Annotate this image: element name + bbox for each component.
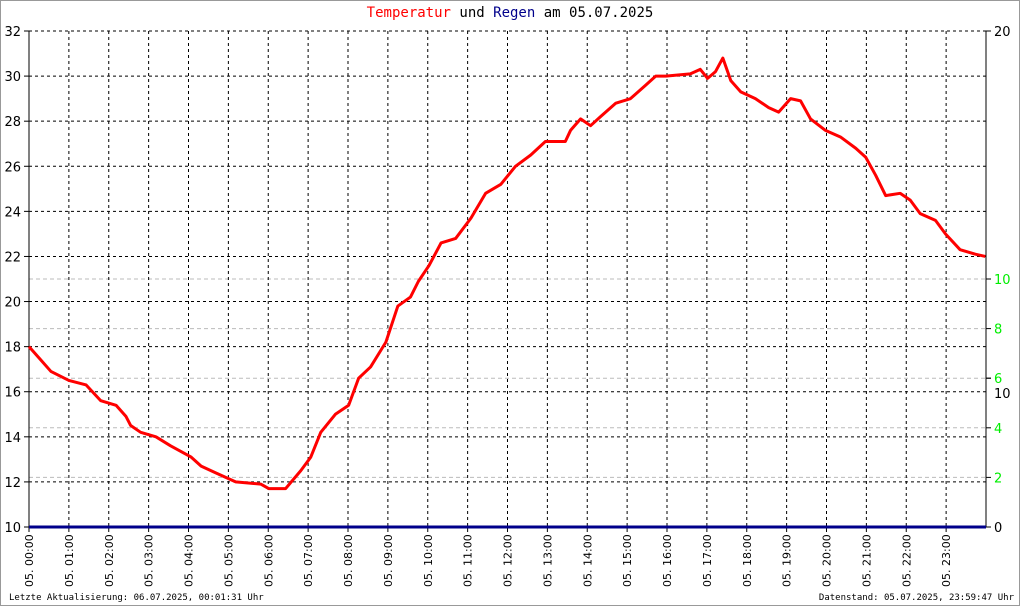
x-tick-label: 05. 11:00 (462, 534, 475, 587)
title-temperature: Temperatur (366, 5, 451, 21)
left-tick-label: 26 (4, 160, 21, 175)
x-tick-label: 05. 12:00 (502, 534, 515, 587)
left-tick-label: 20 (4, 296, 21, 311)
left-tick-label: 10 (4, 521, 21, 536)
temperature-line (27, 56, 986, 491)
x-tick-label: 05. 00:00 (23, 534, 36, 587)
x-tick-label: 05. 13:00 (541, 534, 554, 587)
left-tick-label: 30 (4, 70, 21, 85)
left-tick-label: 12 (4, 476, 21, 491)
title-date: am 05.07.2025 (543, 5, 654, 21)
right-tick-label: 20 (994, 25, 1011, 40)
left-tick-label: 18 (4, 341, 21, 356)
x-tick-label: 05. 15:00 (621, 534, 634, 587)
x-tick-label: 05. 08:00 (342, 534, 355, 587)
left-tick-label: 32 (4, 25, 21, 40)
x-tick-label: 05. 09:00 (382, 534, 395, 587)
x-tick-label: 05. 17:00 (701, 534, 714, 587)
data-status: Datenstand: 05.07.2025, 23:59:47 Uhr (818, 593, 1014, 603)
x-tick-label: 05. 02:00 (103, 534, 116, 587)
x-tick-label: 05. 05:00 (222, 534, 235, 587)
x-tick-label: 05. 14:00 (581, 534, 594, 587)
right-tick-label-rain: 6 (994, 372, 1002, 387)
x-tick-label: 05. 01:00 (63, 534, 76, 587)
right-tick-label-rain: 4 (994, 422, 1002, 437)
right-tick-label-rain: 8 (994, 323, 1002, 338)
x-tick-label: 05. 03:00 (143, 534, 156, 587)
x-tick-label: 05. 06:00 (262, 534, 275, 587)
x-tick-label: 05. 23:00 (940, 534, 953, 587)
x-tick-label: 05. 18:00 (741, 534, 754, 587)
last-update: Letzte Aktualisierung: 06.07.2025, 00:01… (9, 593, 264, 603)
x-tick-label: 05. 22:00 (900, 534, 913, 587)
right-tick-label-rain: 10 (994, 273, 1011, 288)
left-tick-label: 16 (4, 386, 21, 401)
x-tick-label: 05. 04:00 (183, 534, 196, 587)
x-tick-label: 05. 10:00 (422, 534, 435, 587)
left-tick-label: 24 (4, 205, 21, 220)
right-tick-label: 10 (994, 387, 1011, 402)
x-tick-label: 05. 07:00 (302, 534, 315, 587)
title-and: und (459, 5, 485, 21)
left-tick-label: 22 (4, 250, 21, 265)
left-tick-label: 28 (4, 115, 21, 130)
x-tick-label: 05. 21:00 (860, 534, 873, 587)
title-rain: Regen (493, 5, 536, 21)
left-tick-label: 14 (4, 431, 21, 446)
right-tick-label: 0 (994, 521, 1002, 536)
x-tick-label: 05. 19:00 (781, 534, 794, 587)
right-tick-label-rain: 2 (994, 471, 1002, 486)
x-tick-label: 05. 16:00 (661, 534, 674, 587)
x-tick-label: 05. 20:00 (821, 534, 834, 587)
chart-title: Temperatur und Regen am 05.07.2025 (1, 5, 1019, 21)
